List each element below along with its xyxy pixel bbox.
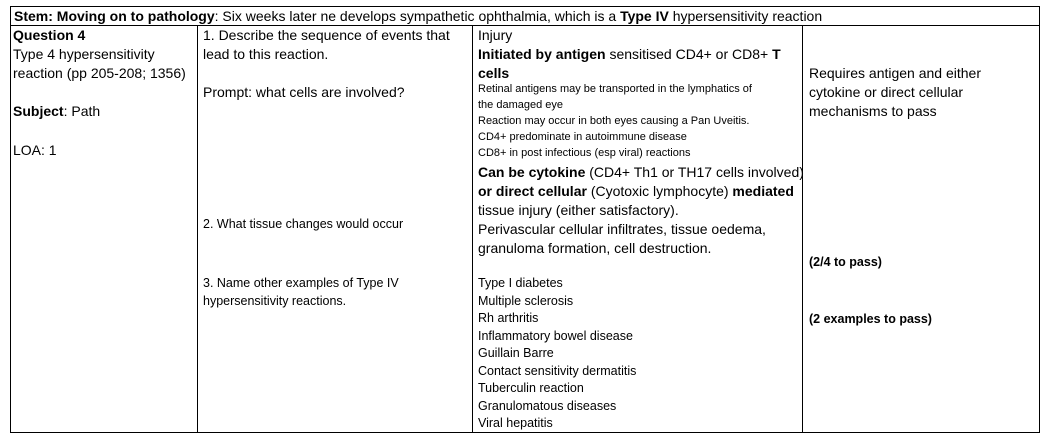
table-border-top bbox=[10, 6, 1040, 7]
subject-line: Subject: Path bbox=[13, 104, 100, 118]
example-item: Rh arthritis bbox=[478, 311, 539, 325]
mediated-bold: mediated bbox=[732, 183, 794, 199]
q1-line2: lead to this reaction. bbox=[203, 46, 329, 62]
t-bold: T bbox=[772, 46, 781, 62]
loa-line: LOA: 1 bbox=[13, 142, 57, 158]
initiated-bold: Initiated by antigen bbox=[478, 46, 606, 62]
q2-text: 2. What tissue changes would occur bbox=[203, 217, 404, 231]
question-topic-line1: Type 4 hypersensitivity bbox=[13, 46, 155, 62]
example-item: Viral hepatitis bbox=[478, 416, 553, 430]
q1-line1: 1. Describe the sequence of events that bbox=[203, 27, 450, 43]
col-divider-1 bbox=[197, 25, 198, 433]
stem-text-end: hypersensitivity reaction bbox=[668, 8, 823, 24]
pass-criteria-2: (2 examples to pass) bbox=[809, 312, 932, 326]
requirement-line1: Requires antigen and either bbox=[809, 65, 982, 81]
example-item: Contact sensitivity dermatitis bbox=[478, 364, 637, 378]
subject-label: Subject bbox=[13, 103, 64, 119]
initiated-text: sensitised CD4+ or CD8+ bbox=[605, 46, 773, 62]
cytokine-text: (CD4+ Th1 or TH17 cells involved) bbox=[585, 164, 804, 180]
stem-line: Stem: Moving on to pathology: Six weeks … bbox=[14, 9, 822, 23]
injury-heading: Injury bbox=[478, 27, 513, 43]
table-border-left bbox=[10, 6, 11, 433]
changes-line2: granuloma formation, cell destruction. bbox=[478, 240, 712, 256]
question-topic-line2: reaction (pp 205-208; 1356) bbox=[13, 65, 186, 81]
example-item: Multiple sclerosis bbox=[478, 294, 574, 308]
note-line: the damaged eye bbox=[478, 99, 564, 111]
note-line: Reaction may occur in both eyes causing … bbox=[478, 115, 750, 127]
col-divider-2 bbox=[472, 25, 473, 433]
subject-value: : Path bbox=[63, 103, 101, 119]
table-border-right bbox=[1039, 6, 1040, 433]
example-item: Tuberculin reaction bbox=[478, 381, 584, 395]
q3-line1: 3. Name other examples of Type IV bbox=[203, 276, 399, 290]
direct-line: or direct cellular (Cyotoxic lymphocyte)… bbox=[478, 184, 794, 198]
pass-criteria-1: (2/4 to pass) bbox=[809, 255, 882, 269]
note-line: CD8+ in post infectious (esp viral) reac… bbox=[478, 147, 691, 159]
example-item: Inflammatory bowel disease bbox=[478, 329, 633, 343]
direct-bold: or direct cellular bbox=[478, 183, 587, 199]
initiated-line: Initiated by antigen sensitised CD4+ or … bbox=[478, 47, 781, 61]
note-line: Retinal antigens may be transported in t… bbox=[478, 83, 752, 95]
changes-line1: Perivascular cellular infiltrates, tissu… bbox=[478, 221, 766, 237]
note-line: CD4+ predominate in autoimmune disease bbox=[478, 131, 687, 143]
example-item: Guillain Barre bbox=[478, 346, 554, 360]
question-title: Question 4 bbox=[13, 27, 86, 43]
cells-line: cells bbox=[478, 65, 510, 81]
example-item: Granulomatous diseases bbox=[478, 399, 617, 413]
col-divider-3 bbox=[802, 25, 803, 433]
stem-label: Stem: Moving on to pathology bbox=[14, 8, 215, 24]
q3-line2: hypersensitivity reactions. bbox=[203, 294, 347, 308]
q1-prompt: Prompt: what cells are involved? bbox=[203, 84, 405, 100]
stem-type-iv: Type IV bbox=[620, 8, 669, 24]
example-item: Type I diabetes bbox=[478, 276, 563, 290]
requirement-line2: cytokine or direct cellular bbox=[809, 84, 964, 100]
direct-text: (Cyotoxic lymphocyte) bbox=[586, 183, 733, 199]
requirement-line3: mechanisms to pass bbox=[809, 103, 937, 119]
stem-text: : Six weeks later ne develops sympatheti… bbox=[214, 8, 621, 24]
cytokine-line: Can be cytokine (CD4+ Th1 or TH17 cells … bbox=[478, 165, 804, 179]
table-border-bottom bbox=[10, 432, 1040, 433]
cytokine-bold: Can be cytokine bbox=[478, 164, 586, 180]
tissue-injury-line: tissue injury (either satisfactory). bbox=[478, 202, 679, 218]
stem-row-divider bbox=[10, 25, 1040, 26]
